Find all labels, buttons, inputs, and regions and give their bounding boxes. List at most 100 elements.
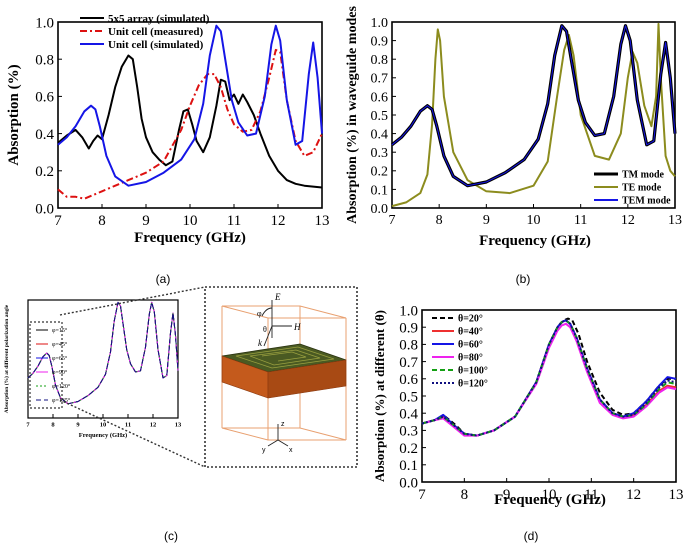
series-line-c-5: [27, 301, 179, 405]
x-tick-label: 10: [527, 213, 541, 228]
series-line-b-0: [391, 22, 676, 208]
legend-label: Unit cell (measured): [108, 26, 203, 38]
x-tick-label: 7: [389, 213, 396, 228]
panel-label-b: (b): [516, 272, 531, 286]
y-tick-label: 0.2: [371, 165, 389, 180]
x-tick-label: 9: [142, 213, 150, 229]
zoom-guides: [59, 286, 206, 468]
x-tick-label: 11: [584, 487, 598, 503]
y-tick-label: 0.5: [371, 109, 389, 124]
y-tick-label: 0.0: [35, 201, 54, 217]
x-axis-label: Frequency (GHz): [479, 233, 591, 249]
y-tick-label: 0.6: [399, 372, 418, 388]
x-tick-label: 9: [76, 422, 80, 429]
x-tick-label: 8: [436, 213, 443, 228]
inset-axes: [267, 424, 289, 447]
inset-label-phi: φ: [257, 309, 262, 318]
x-tick-label: 7: [26, 422, 30, 429]
series-line-a-0: [57, 54, 323, 189]
y-tick-label: 1.0: [35, 15, 54, 31]
x-tick-label: 9: [483, 213, 490, 228]
y-tick-label: 0.2: [35, 164, 54, 180]
x-tick-label: 8: [98, 213, 106, 229]
series-line-a-2: [57, 24, 323, 187]
y-tick-label: 0.8: [35, 52, 54, 68]
y-tick-label: 0.3: [371, 146, 389, 161]
x-tick-label: 9: [503, 487, 511, 503]
series-line-d-3: [421, 322, 677, 437]
legend-label: θ=120°: [458, 379, 488, 390]
inset-label-y: y: [262, 447, 266, 454]
x-tick-label: 10: [183, 213, 198, 229]
legend-label: φ=120°: [52, 383, 71, 390]
y-tick-label: 0.1: [371, 183, 389, 198]
y-tick-label: 1.0: [371, 16, 389, 31]
series-line-b-2: [391, 25, 676, 187]
y-tick-label: 0.8: [371, 53, 389, 68]
x-tick-label: 12: [271, 213, 286, 229]
legend-label: TEM mode: [622, 196, 671, 207]
y-axis-label: Absorption (%) at different polarization…: [3, 304, 10, 413]
x-tick-label: 13: [669, 487, 684, 503]
y-tick-label: 0.6: [35, 90, 54, 106]
legend-label: θ=20°: [458, 314, 483, 325]
inset-label-x: x: [289, 447, 293, 454]
y-tick-label: 0.5: [399, 389, 418, 405]
y-tick-label: 0.4: [35, 127, 54, 143]
y-tick-label: 0.8: [399, 338, 418, 354]
panel-label-c: (c): [164, 529, 178, 543]
x-axis-label: Frequency (GHz): [79, 432, 127, 439]
y-tick-label: 1.0: [399, 303, 418, 319]
y-tick-label: 0.4: [399, 406, 418, 422]
x-tick-label: 7: [418, 487, 426, 503]
y-tick-label: 0.0: [399, 475, 418, 491]
inset-label-k: k: [258, 338, 263, 348]
y-tick-label: 0.4: [371, 128, 389, 143]
y-tick-label: 0.6: [371, 90, 389, 105]
legend-label: TE mode: [622, 183, 662, 194]
y-tick-label: 0.9: [371, 35, 389, 50]
legend-label: 5x5 array (simulated): [108, 13, 210, 25]
x-tick-label: 11: [574, 213, 587, 228]
legend-label: TM mode: [622, 170, 665, 181]
x-tick-label: 13: [315, 213, 330, 229]
y-tick-label: 0.9: [399, 320, 418, 336]
chart-b: 7 8 9 10 11 12 13 0.0 0.1 0.2 0.3 0.4 0.5 0.6 0.7 0.8 0.…: [345, 6, 682, 249]
inset-label-z: z: [281, 421, 285, 428]
legend-label: φ=45°: [52, 341, 68, 348]
x-tick-label: 12: [150, 422, 157, 429]
legend-label: φ=90°: [52, 369, 68, 376]
legend-label: θ=80°: [458, 353, 483, 364]
legend-label: θ=100°: [458, 366, 488, 377]
series-line-d-4: [421, 319, 677, 437]
x-tick-label: 13: [175, 422, 182, 429]
legend-label: θ=60°: [458, 340, 483, 351]
x-axis-label: Frequency (GHz): [134, 230, 246, 246]
series-line-a-1: [57, 48, 323, 200]
inset-vectors: [261, 300, 292, 347]
inset-frame: [204, 286, 358, 468]
legend-label: φ=15°: [52, 327, 68, 334]
inset-label-e: E: [274, 292, 281, 302]
x-tick-label: 8: [51, 422, 55, 429]
legend-box-c: [29, 321, 63, 409]
legend-label: Unit cell (simulated): [108, 39, 204, 51]
legend-label: φ=65°: [52, 355, 68, 362]
x-axis-label: Frequency (GHz): [494, 492, 606, 508]
panel-label-d: (d): [524, 529, 539, 543]
y-tick-label: 0.7: [371, 72, 389, 87]
x-tick-label: 12: [626, 487, 641, 503]
chart-d: 7 8 9 10 11 12 13 0.00.10.20.3 0.40.50.60.70.8 0.…: [372, 303, 684, 508]
unit-cell-inset: E H k φ θ z y x: [204, 286, 358, 468]
inset-label-h: H: [293, 322, 301, 332]
chart-a: 7 8 9 10 11 12 13 0.0 0.2 0.4 0.6 0.8 1.0 Frequency (…: [6, 13, 330, 246]
x-tick-label: 11: [227, 213, 241, 229]
y-axis-label: Absorption (%) at different (θ): [372, 310, 387, 482]
x-tick-label: 7: [54, 213, 62, 229]
y-axis-label: Absorption (%): [6, 64, 22, 165]
inset-label-theta: θ: [263, 325, 267, 334]
panel-label-a: (a): [156, 272, 171, 286]
x-tick-label: 10: [100, 422, 107, 429]
legend-label: θ=40°: [458, 327, 483, 338]
